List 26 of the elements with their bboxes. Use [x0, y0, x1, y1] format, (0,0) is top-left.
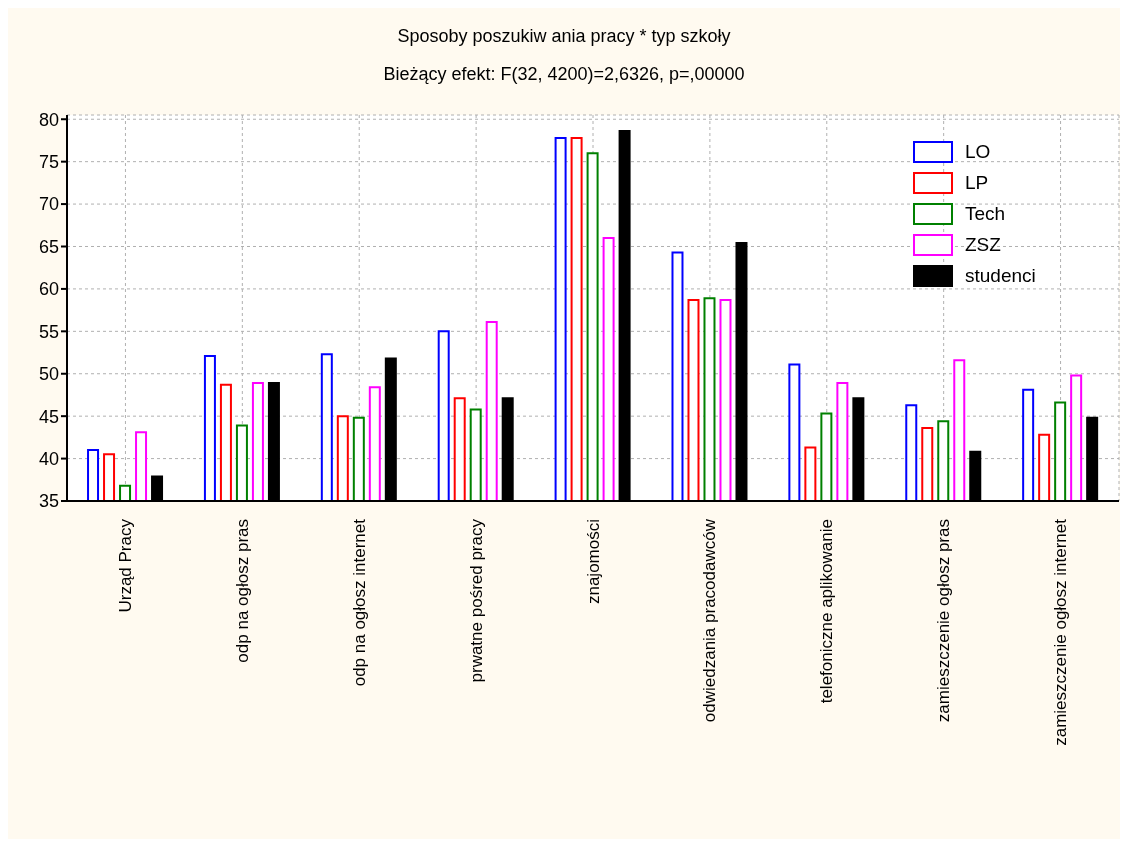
legend-label: ZSZ [965, 233, 1001, 256]
x-tick-label: odp na ogłosz pras [232, 519, 252, 663]
x-tick-label: odp na ogłosz internet [349, 518, 369, 687]
y-tick-label: 70 [38, 194, 59, 215]
legend-label: Tech [965, 202, 1006, 225]
legend-label: studenci [965, 264, 1036, 287]
x-tick-label: zamieszczenie ogłosz internet [1051, 518, 1071, 746]
y-tick-label: 50 [38, 364, 59, 385]
y-tick-label: 35 [38, 491, 59, 512]
y-tick-label: 45 [38, 406, 59, 427]
x-tick-label: znajomości [583, 519, 603, 605]
x-tick-label: prwatne pośred pracy [466, 518, 486, 683]
x-tick-label: odwiedzania pracodawców [700, 518, 720, 723]
x-tick-label: telefoniczne aplikowanie [817, 519, 837, 704]
chart-title: Sposoby poszukiw ania pracy * typ szkoły [396, 26, 732, 47]
chart-subtitle: Bieżący efekt: F(32, 4200)=2,6326, p=,00000 [382, 64, 746, 85]
y-tick-label: 60 [38, 279, 59, 300]
x-tick-label: Urząd Pracy [115, 518, 135, 613]
legend-label: LO [965, 140, 991, 163]
y-tick-label: 65 [38, 236, 59, 257]
legend-label: LP [965, 171, 989, 194]
y-tick-label: 55 [38, 321, 59, 342]
x-tick-label: zamieszczenie ogłosz pras [934, 519, 954, 723]
y-tick-label: 75 [38, 152, 59, 173]
y-tick-label: 40 [38, 448, 59, 469]
y-tick-label: 80 [38, 109, 59, 130]
